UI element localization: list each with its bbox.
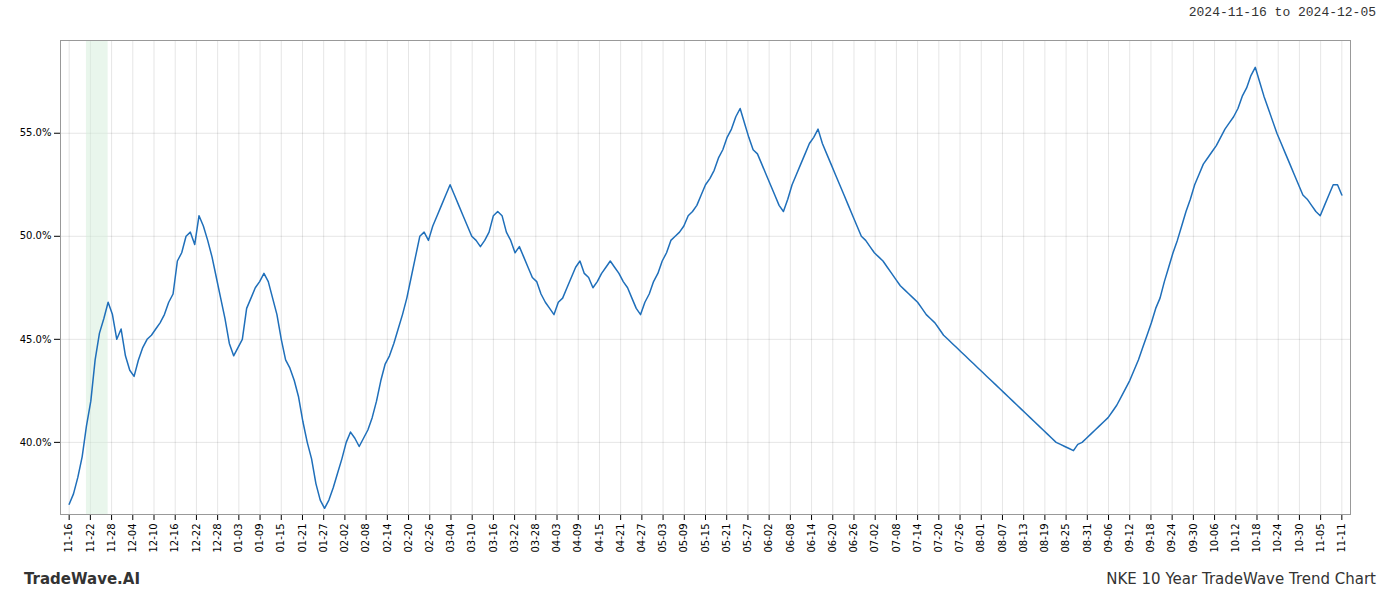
svg-text:05-15: 05-15	[700, 524, 711, 553]
svg-text:04-21: 04-21	[615, 524, 626, 553]
svg-text:09-06: 09-06	[1103, 524, 1114, 553]
svg-text:02-26: 02-26	[424, 524, 435, 553]
svg-text:10-18: 10-18	[1251, 524, 1262, 553]
svg-text:10-12: 10-12	[1230, 524, 1241, 553]
svg-text:05-21: 05-21	[721, 524, 732, 553]
svg-text:11-11: 11-11	[1336, 524, 1347, 553]
svg-text:09-12: 09-12	[1124, 524, 1135, 553]
svg-text:11-28: 11-28	[106, 524, 117, 553]
svg-text:03-16: 03-16	[488, 524, 499, 553]
svg-text:12-16: 12-16	[169, 524, 180, 553]
html-text:TradeWave.AI: TradeWave.AI	[24, 570, 140, 588]
svg-text:04-27: 04-27	[636, 524, 647, 553]
svg-text:07-14: 07-14	[912, 524, 923, 553]
svg-text:04-09: 04-09	[572, 524, 583, 553]
svg-text:50.0%: 50.0%	[20, 230, 52, 241]
html-text:NKE 10 Year TradeWave Trend Ch: NKE 10 Year TradeWave Trend Chart	[1106, 570, 1376, 588]
svg-text:08-25: 08-25	[1060, 524, 1071, 553]
svg-text:05-03: 05-03	[657, 524, 668, 553]
svg-text:08-07: 08-07	[997, 524, 1008, 553]
svg-text:07-08: 07-08	[891, 524, 902, 553]
svg-text:12-28: 12-28	[212, 524, 223, 553]
svg-text:08-01: 08-01	[975, 524, 986, 553]
svg-text:10-24: 10-24	[1272, 524, 1283, 553]
svg-text:01-15: 01-15	[275, 524, 286, 553]
svg-text:06-20: 06-20	[827, 524, 838, 553]
svg-text:01-09: 01-09	[254, 524, 265, 553]
svg-text:03-22: 03-22	[509, 524, 520, 553]
svg-text:08-19: 08-19	[1039, 524, 1050, 553]
svg-text:05-09: 05-09	[678, 524, 689, 553]
svg-text:09-30: 09-30	[1188, 524, 1199, 553]
svg-text:11-05: 11-05	[1315, 524, 1326, 553]
svg-text:07-20: 07-20	[933, 524, 944, 553]
svg-text:07-02: 07-02	[869, 524, 880, 553]
svg-text:02-14: 02-14	[382, 524, 393, 553]
svg-text:45.0%: 45.0%	[20, 334, 52, 345]
svg-text:10-30: 10-30	[1294, 524, 1305, 553]
svg-text:12-04: 12-04	[127, 524, 138, 553]
svg-text:55.0%: 55.0%	[20, 127, 52, 138]
svg-text:06-14: 06-14	[806, 524, 817, 553]
svg-text:02-08: 02-08	[360, 524, 371, 553]
svg-text:03-10: 03-10	[466, 524, 477, 553]
svg-text:01-27: 01-27	[318, 524, 329, 553]
svg-text:08-31: 08-31	[1082, 524, 1093, 553]
svg-text:06-08: 06-08	[785, 524, 796, 553]
svg-text:09-24: 09-24	[1166, 524, 1177, 553]
svg-text:12-10: 12-10	[148, 524, 159, 553]
svg-text:02-20: 02-20	[403, 524, 414, 553]
svg-text:06-02: 06-02	[763, 524, 774, 553]
svg-text:08-13: 08-13	[1018, 524, 1029, 553]
svg-text:05-27: 05-27	[742, 524, 753, 553]
svg-text:04-15: 04-15	[594, 524, 605, 553]
svg-text:09-18: 09-18	[1145, 524, 1156, 553]
svg-text:11-16: 11-16	[63, 524, 74, 553]
svg-text:03-28: 03-28	[530, 524, 541, 553]
svg-text:02-02: 02-02	[339, 524, 350, 553]
svg-text:01-03: 01-03	[233, 524, 244, 553]
svg-text:40.0%: 40.0%	[20, 437, 52, 448]
svg-text:03-04: 03-04	[445, 524, 456, 553]
svg-text:07-26: 07-26	[954, 524, 965, 553]
svg-text:12-22: 12-22	[191, 524, 202, 553]
svg-text:01-21: 01-21	[297, 524, 308, 553]
svg-text:10-06: 10-06	[1209, 524, 1220, 553]
svg-text:04-03: 04-03	[551, 524, 562, 553]
svg-text:11-22: 11-22	[85, 524, 96, 553]
svg-text:06-26: 06-26	[848, 524, 859, 553]
html-text:2024-11-16 to 2024-12-05: 2024-11-16 to 2024-12-05	[1188, 4, 1376, 20]
